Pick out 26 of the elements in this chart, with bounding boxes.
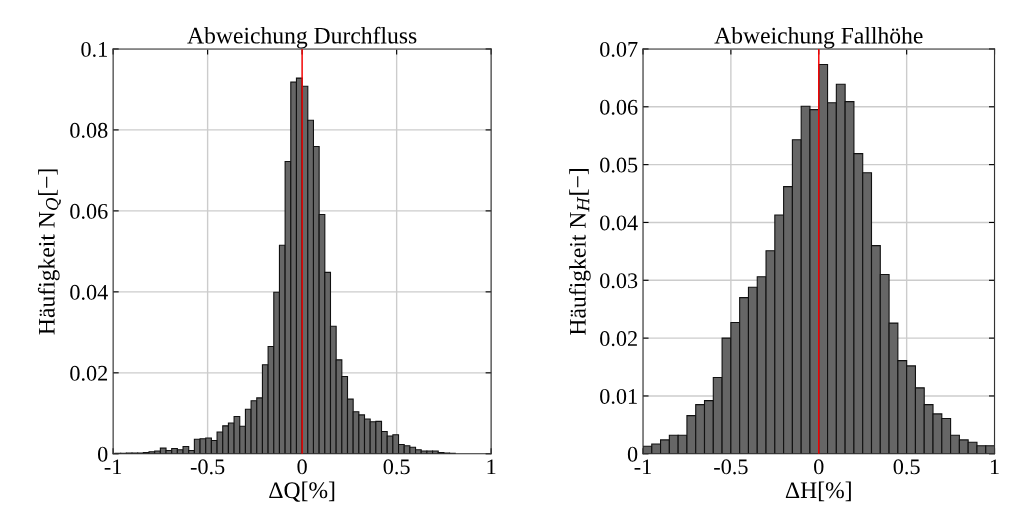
chart-title: Abweichung Fallhöhe — [714, 27, 923, 49]
y-tick-label: 0.05 — [600, 157, 638, 173]
y-tick-label: 0.06 — [70, 203, 108, 219]
x-axis-title: ΔQ[%] — [269, 481, 335, 502]
x-tick-label: 0.5 — [893, 459, 920, 475]
y-tick-label: 0.1 — [81, 41, 107, 57]
y-tick-label: 0.07 — [600, 41, 638, 57]
y-tick-label: 0.06 — [600, 99, 638, 115]
y-tick-label: 0.04 — [600, 215, 638, 231]
x-tick-label: -0.5 — [190, 459, 225, 475]
y-axis-title: Häufigkeit N$_{H}$[−] — [568, 169, 591, 335]
x-axis-title: ΔH[%] — [785, 481, 851, 502]
y-tick-label: 0.01 — [600, 388, 637, 404]
y-axis-title: Häufigkeit N$_{Q}$[−] — [37, 169, 61, 335]
y-tick-label: 0.08 — [70, 122, 108, 138]
x-tick-label: 1 — [487, 459, 496, 475]
x-tick-label: 0.5 — [383, 459, 410, 475]
y-tick-label: 0.02 — [70, 365, 108, 381]
y-tick-label: 0.03 — [600, 273, 638, 289]
chart-title: Abweichung Durchfluss — [187, 26, 417, 49]
x-tick-label: -0.5 — [714, 459, 748, 475]
y-tick-label: 0.02 — [600, 331, 637, 347]
y-tick-label: 0.04 — [70, 284, 108, 300]
x-tick-label: 1 — [990, 459, 999, 475]
x-tick-label: 0 — [297, 459, 307, 475]
x-tick-label: 0 — [814, 459, 824, 475]
